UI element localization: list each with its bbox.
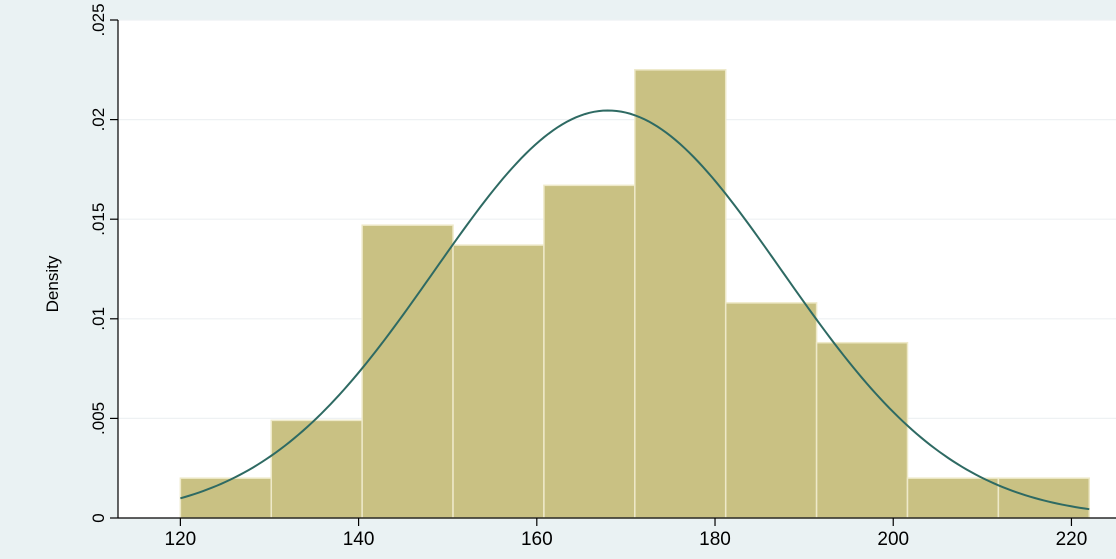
histogram-bar xyxy=(543,184,636,519)
x-tick-label: 160 xyxy=(521,529,553,550)
x-tick-label: 120 xyxy=(165,529,197,550)
y-tick-label: 0 xyxy=(89,513,108,522)
histogram-bar xyxy=(906,477,1000,519)
normal-density-curve xyxy=(180,109,1090,511)
histogram-bar xyxy=(634,69,727,519)
x-tick-label: 220 xyxy=(1056,529,1088,550)
histogram-bar xyxy=(179,477,273,519)
x-tick-label: 200 xyxy=(877,529,909,550)
y-tick-label: .01 xyxy=(89,307,108,331)
y-tick-label: .005 xyxy=(89,402,108,435)
histogram-bar xyxy=(452,244,545,519)
axes: 0 .005 .01 .015 .02 .025 120 140 160 180 200 220 xyxy=(89,3,1116,550)
histogram-bars xyxy=(179,69,1091,519)
y-tick-label: .015 xyxy=(89,203,108,236)
x-tick-label: 140 xyxy=(343,529,375,550)
x-tick-label: 180 xyxy=(699,529,731,550)
histogram-bar xyxy=(815,341,909,519)
y-axis-title: Density xyxy=(43,255,62,312)
y-tick-label: .025 xyxy=(89,3,108,36)
y-tick-label: .02 xyxy=(89,108,108,132)
histogram-bar xyxy=(997,477,1091,519)
histogram-bar xyxy=(270,419,363,519)
histogram-bar xyxy=(724,302,818,519)
histogram-bar xyxy=(361,224,454,519)
